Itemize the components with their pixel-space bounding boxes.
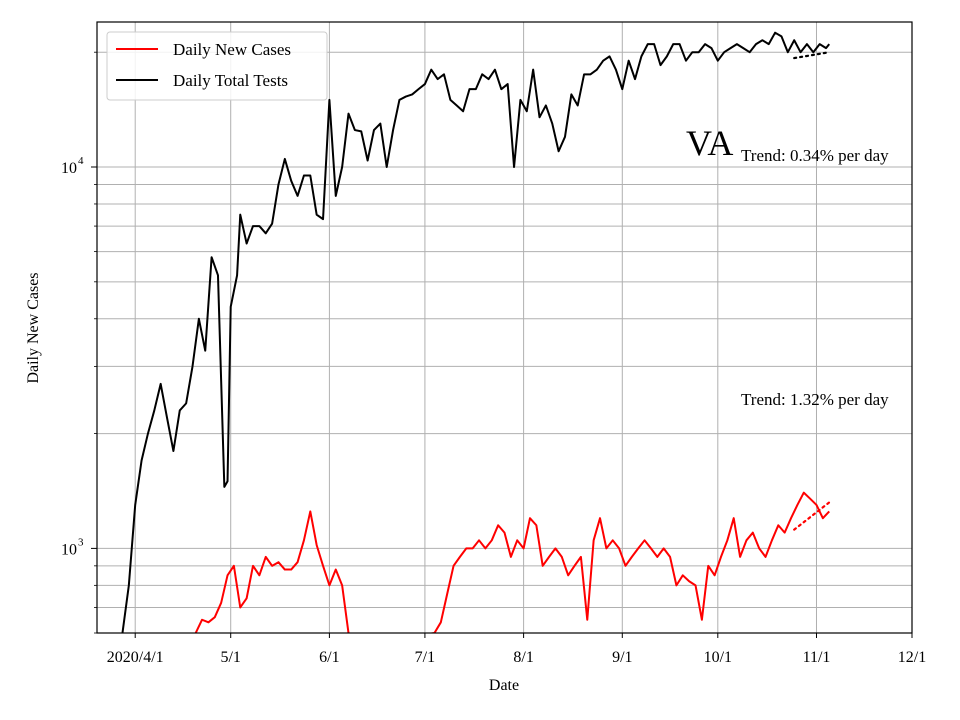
x-axis-label: Date — [489, 677, 519, 694]
trend-lines — [793, 51, 831, 531]
y-axis-label: Daily New Cases — [25, 272, 42, 383]
legend: Daily New Cases Daily Total Tests — [106, 31, 328, 101]
trend-line-tests — [793, 51, 831, 60]
state-label: VA — [686, 123, 733, 163]
x-tick-label: 8/1 — [513, 649, 533, 666]
series-lines — [121, 31, 831, 633]
legend-label-tests: Daily Total Tests — [173, 71, 288, 90]
x-tick-label: 6/1 — [319, 649, 339, 666]
legend-label-cases: Daily New Cases — [173, 40, 291, 59]
x-tick-label: 9/1 — [612, 649, 632, 666]
trend-line-cases — [793, 501, 831, 531]
x-tick-label: 2020/4/1 — [107, 649, 164, 666]
grid-lines — [97, 22, 913, 634]
plot-frame — [96, 21, 913, 634]
x-tick-label: 12/1 — [898, 649, 926, 666]
y-tick-label: 10 — [61, 541, 77, 558]
legend-box — [106, 31, 328, 101]
x-axis-ticks: 2020/4/1 5/1 6/1 7/1 8/1 9/1 10/1 11/1 12/1 — [107, 633, 926, 666]
x-tick-label: 10/1 — [704, 649, 732, 666]
x-tick-label: 5/1 — [220, 649, 240, 666]
y-tick-label: 10 — [61, 160, 77, 177]
x-tick-label: 7/1 — [415, 649, 435, 666]
y-tick-exponent: 3 — [78, 536, 84, 548]
trend-annotation-cases: Trend: 1.32% per day — [741, 390, 889, 409]
y-tick-exponent: 4 — [78, 155, 84, 167]
x-tick-label: 11/1 — [803, 649, 831, 666]
series-line-daily-total-tests — [121, 31, 831, 633]
trend-annotation-tests: Trend: 0.34% per day — [741, 146, 889, 165]
series-line-daily-new-cases — [194, 491, 830, 633]
